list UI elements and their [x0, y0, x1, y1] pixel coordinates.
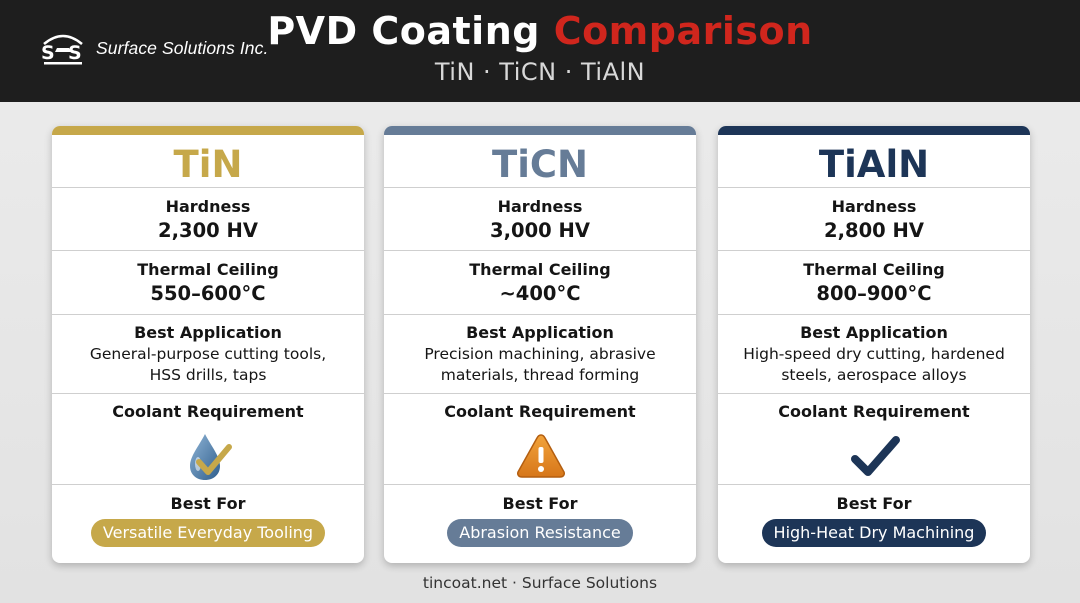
logo-mark-icon: S S [41, 34, 83, 65]
application-line: General-purpose cutting tools, [89, 345, 327, 363]
divider [718, 250, 1030, 251]
divider [384, 484, 696, 485]
coolant-section: Coolant Requirement [718, 401, 1030, 423]
best-for-section: Best For Versatile Everyday Tooling [52, 493, 364, 547]
warning-triangle-icon [517, 434, 565, 478]
divider [384, 187, 696, 188]
hardness-value: 2,800 HV [824, 219, 924, 242]
thermal-value: 800–900°C [816, 282, 932, 305]
coating-card-ticn: TiCN Hardness 3,000 HV Thermal Ceiling ~… [384, 126, 696, 563]
page-title: PVD Coating Comparison [0, 9, 1080, 53]
divider [52, 187, 364, 188]
card-accent-bar [384, 126, 696, 135]
application-line: HSS drills, taps [149, 366, 267, 384]
card-accent-bar [718, 126, 1030, 135]
footer-credit: tincoat.net · Surface Solutions [422, 574, 658, 592]
title-main: PVD Coating [267, 9, 540, 53]
hardness-section: Hardness 2,300 HV [52, 196, 364, 244]
thermal-value: 550–600°C [150, 282, 266, 305]
application-line: High-speed dry cutting, hardened [743, 345, 1005, 363]
thermal-label: Thermal Ceiling [469, 260, 611, 279]
hardness-label: Hardness [831, 197, 917, 216]
divider [52, 484, 364, 485]
divider [384, 393, 696, 394]
best-for-label: Best For [836, 494, 912, 513]
coating-card-tialn: TiAlN Hardness 2,800 HV Thermal Ceiling … [718, 126, 1030, 563]
coolant-label: Coolant Requirement [112, 402, 304, 421]
best-for-section: Best For Abrasion Resistance [384, 493, 696, 547]
best-for-badge: Versatile Everyday Tooling [90, 519, 326, 547]
droplet-check-icon [190, 434, 232, 480]
application-section: Best Application Precision machining, ab… [384, 322, 696, 386]
divider [384, 314, 696, 315]
divider [52, 250, 364, 251]
divider [718, 314, 1030, 315]
best-for-label: Best For [502, 494, 578, 513]
divider [52, 314, 364, 315]
application-line: materials, thread forming [440, 366, 640, 384]
thermal-label: Thermal Ceiling [137, 260, 279, 279]
coolant-section: Coolant Requirement [384, 401, 696, 423]
checkmark-icon [851, 436, 900, 476]
thermal-section: Thermal Ceiling 550–600°C [52, 259, 364, 307]
hardness-value: 2,300 HV [158, 219, 258, 242]
divider [718, 187, 1030, 188]
hardness-value: 3,000 HV [490, 219, 590, 242]
best-for-badge: High-Heat Dry Machining [761, 519, 987, 547]
coating-name: TiN [173, 143, 243, 186]
svg-text:S: S [68, 42, 82, 64]
coating-card-tin: TiN Hardness 2,300 HV Thermal Ceiling 55… [52, 126, 364, 563]
hardness-section: Hardness 2,800 HV [718, 196, 1030, 244]
best-for-label: Best For [170, 494, 246, 513]
brand-logo: S S Surface Solutions Inc. [38, 30, 268, 66]
hardness-label: Hardness [165, 197, 251, 216]
divider [384, 250, 696, 251]
svg-text:S: S [41, 42, 55, 64]
thermal-value: ~400°C [499, 282, 581, 305]
thermal-label: Thermal Ceiling [803, 260, 945, 279]
application-label: Best Application [134, 323, 282, 342]
best-for-section: Best For High-Heat Dry Machining [718, 493, 1030, 547]
divider [718, 393, 1030, 394]
title-accent: Comparison [553, 9, 813, 53]
coating-name: TiCN [491, 143, 589, 186]
card-accent-bar [52, 126, 364, 135]
thermal-section: Thermal Ceiling 800–900°C [718, 259, 1030, 307]
thermal-section: Thermal Ceiling ~400°C [384, 259, 696, 307]
divider [718, 484, 1030, 485]
application-line: steels, aerospace alloys [781, 366, 967, 384]
application-section: Best Application General-purpose cutting… [52, 322, 364, 386]
coolant-section: Coolant Requirement [52, 401, 364, 423]
application-label: Best Application [800, 323, 948, 342]
hardness-label: Hardness [497, 197, 583, 216]
brand-name: Surface Solutions Inc. [96, 37, 269, 58]
coating-name: TiAlN [818, 143, 930, 186]
best-for-badge: Abrasion Resistance [447, 519, 633, 547]
divider [52, 393, 364, 394]
page-subtitle: TiN · TiCN · TiAlN [434, 58, 646, 86]
hardness-section: Hardness 3,000 HV [384, 196, 696, 244]
coolant-label: Coolant Requirement [778, 402, 970, 421]
application-section: Best Application High-speed dry cutting,… [718, 322, 1030, 386]
application-label: Best Application [466, 323, 614, 342]
application-line: Precision machining, abrasive [424, 345, 656, 363]
header-bar: S S Surface Solutions Inc. PVD Coating C… [0, 0, 1080, 102]
coolant-label: Coolant Requirement [444, 402, 636, 421]
